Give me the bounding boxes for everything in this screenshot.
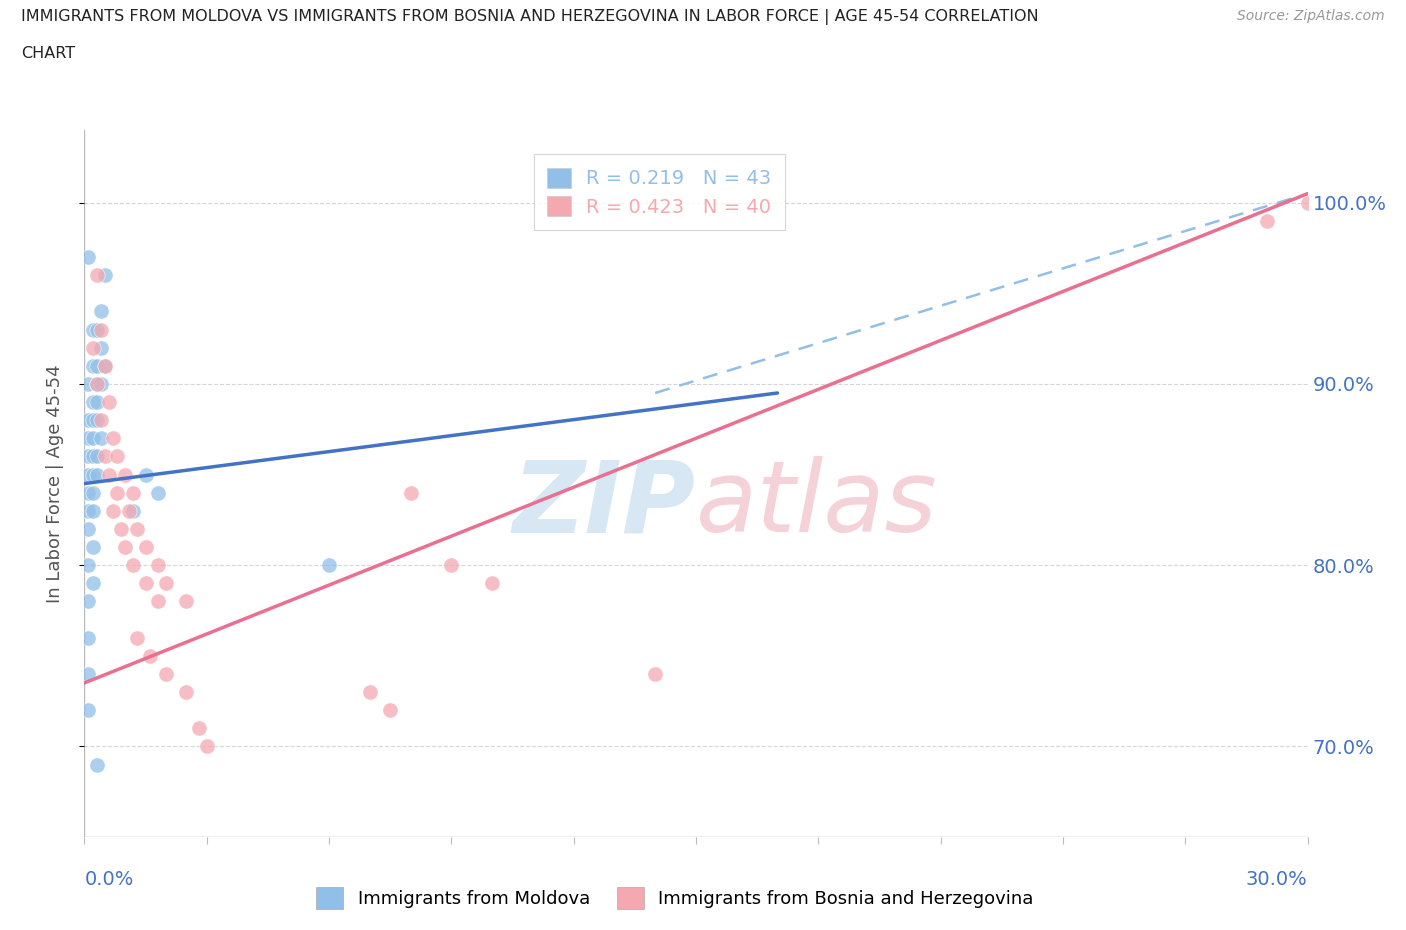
Point — [86, 377, 108, 392]
Point — [97, 467, 120, 482]
Point — [138, 648, 160, 663]
Point — [135, 467, 157, 482]
Point — [93, 358, 117, 373]
Text: CHART: CHART — [21, 46, 75, 61]
Point — [86, 449, 108, 464]
Point — [82, 340, 104, 355]
Point — [77, 594, 100, 609]
Point — [90, 322, 112, 337]
Point — [93, 268, 117, 283]
Point — [481, 576, 503, 591]
Point — [77, 631, 100, 645]
Text: Source: ZipAtlas.com: Source: ZipAtlas.com — [1237, 9, 1385, 23]
Text: atlas: atlas — [696, 457, 938, 553]
Point — [82, 449, 104, 464]
Point — [101, 431, 124, 445]
Point — [155, 576, 177, 591]
Point — [101, 503, 124, 518]
Point — [86, 358, 108, 373]
Point — [122, 485, 145, 500]
Point — [127, 631, 149, 645]
Point — [135, 539, 157, 554]
Point — [93, 358, 117, 373]
Point — [90, 431, 112, 445]
Point — [86, 757, 108, 772]
Point — [93, 449, 117, 464]
Point — [176, 594, 198, 609]
Point — [146, 558, 169, 573]
Point — [82, 576, 104, 591]
Point — [135, 576, 157, 591]
Text: ZIP: ZIP — [513, 457, 696, 553]
Point — [114, 467, 136, 482]
Legend: Immigrants from Moldova, Immigrants from Bosnia and Herzegovina: Immigrants from Moldova, Immigrants from… — [309, 880, 1040, 916]
Point — [110, 522, 132, 537]
Point — [90, 340, 112, 355]
Point — [77, 467, 100, 482]
Legend: R = 0.219   N = 43, R = 0.423   N = 40: R = 0.219 N = 43, R = 0.423 N = 40 — [534, 154, 785, 230]
Point — [318, 558, 340, 573]
Point — [146, 594, 169, 609]
Point — [1256, 213, 1278, 228]
Point — [155, 667, 177, 682]
Point — [82, 485, 104, 500]
Point — [82, 467, 104, 482]
Point — [86, 322, 108, 337]
Point — [82, 322, 104, 337]
Point — [359, 684, 381, 699]
Point — [146, 485, 169, 500]
Point — [105, 449, 128, 464]
Point — [82, 431, 104, 445]
Point — [90, 304, 112, 319]
Point — [90, 377, 112, 392]
Point — [1296, 195, 1319, 210]
Point — [122, 558, 145, 573]
Point — [114, 539, 136, 554]
Point — [77, 667, 100, 682]
Point — [380, 703, 402, 718]
Point — [77, 413, 100, 428]
Point — [82, 394, 104, 409]
Point — [86, 467, 108, 482]
Point — [440, 558, 463, 573]
Point — [77, 431, 100, 445]
Point — [77, 449, 100, 464]
Point — [195, 739, 218, 754]
Text: 30.0%: 30.0% — [1246, 870, 1308, 889]
Point — [82, 413, 104, 428]
Point — [86, 268, 108, 283]
Point — [77, 503, 100, 518]
Point — [90, 413, 112, 428]
Point — [118, 503, 141, 518]
Point — [122, 503, 145, 518]
Point — [77, 558, 100, 573]
Point — [86, 377, 108, 392]
Text: IMMIGRANTS FROM MOLDOVA VS IMMIGRANTS FROM BOSNIA AND HERZEGOVINA IN LABOR FORCE: IMMIGRANTS FROM MOLDOVA VS IMMIGRANTS FR… — [21, 9, 1039, 25]
Point — [82, 358, 104, 373]
Point — [77, 522, 100, 537]
Y-axis label: In Labor Force | Age 45-54: In Labor Force | Age 45-54 — [45, 365, 63, 603]
Point — [77, 377, 100, 392]
Point — [82, 539, 104, 554]
Point — [127, 522, 149, 537]
Point — [77, 249, 100, 264]
Point — [399, 485, 422, 500]
Text: 0.0%: 0.0% — [84, 870, 134, 889]
Point — [77, 703, 100, 718]
Point — [105, 485, 128, 500]
Point — [176, 684, 198, 699]
Point — [77, 485, 100, 500]
Point — [187, 721, 209, 736]
Point — [86, 413, 108, 428]
Point — [644, 667, 666, 682]
Point — [82, 503, 104, 518]
Point — [97, 394, 120, 409]
Point — [86, 394, 108, 409]
